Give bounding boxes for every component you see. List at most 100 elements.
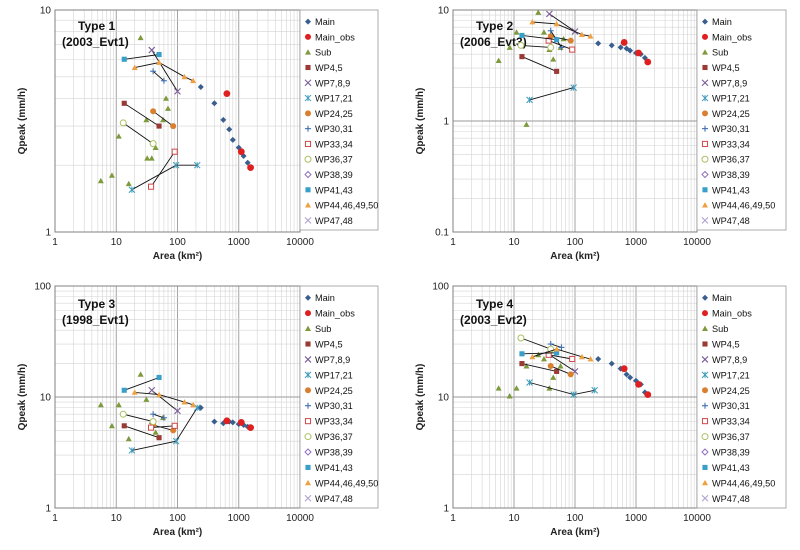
- data-point: [558, 344, 565, 351]
- data-point: [519, 351, 525, 357]
- series-line: [123, 102, 160, 127]
- data-point: [547, 43, 555, 51]
- chart-title: Type 4: [476, 297, 513, 311]
- legend-item: WP44,46,49,50: [305, 201, 378, 211]
- data-point: [523, 121, 530, 127]
- chart-subtitle: (2003_Evt2): [460, 313, 527, 327]
- series-line: [548, 40, 573, 51]
- legend-item: WP17,21: [304, 94, 353, 104]
- legend-label: Main: [315, 293, 335, 303]
- legend-marker: [305, 202, 311, 208]
- x-tick-label: 1: [52, 513, 58, 524]
- legend-label: WP38,39: [712, 170, 750, 180]
- x-tick-label: 10000: [286, 237, 314, 248]
- data-point: [540, 29, 547, 35]
- legend-marker: [304, 94, 312, 102]
- y-tick-label: 1: [45, 228, 51, 239]
- data-point: [156, 374, 162, 381]
- data-point: [523, 363, 530, 369]
- data-point: [554, 37, 560, 43]
- data-point: [223, 90, 231, 98]
- legend-item: WP33,34: [701, 417, 750, 427]
- legend-label: WP38,39: [712, 448, 750, 458]
- legend-marker: [702, 18, 708, 25]
- legend-label: Main_obs: [315, 309, 355, 319]
- legend-item: WP33,34: [304, 417, 353, 427]
- y-tick-label: 0.1: [435, 228, 449, 239]
- data-point: [121, 387, 127, 393]
- data-point: [570, 84, 577, 91]
- legend-item: Sub: [702, 324, 728, 334]
- legend-marker: [304, 79, 312, 87]
- legend-label: WP30,31: [712, 124, 750, 134]
- data-point: [160, 414, 167, 421]
- legend-marker: [702, 49, 708, 55]
- x-tick-label: 1000: [228, 513, 251, 524]
- legend-item: WP7,8,9: [304, 78, 350, 88]
- legend-marker: [701, 170, 709, 179]
- data-point: [152, 429, 159, 435]
- legend-marker: [702, 387, 708, 394]
- legend-marker: [702, 464, 708, 470]
- x-tick-label: 1: [450, 513, 456, 524]
- series-layer: [97, 34, 254, 194]
- legend-marker: [304, 494, 312, 502]
- data-point: [526, 379, 533, 386]
- data-point: [519, 361, 525, 367]
- panel-1: 1 10 100 1000 10000 1 10 Area (km²) Qpeak (mm/h)…: [17, 6, 379, 262]
- series-line: [521, 363, 557, 372]
- legend-item: WP24,25: [702, 386, 750, 396]
- data-point: [125, 435, 132, 442]
- legend-item: WP44,46,49,50: [702, 201, 775, 211]
- data-point: [131, 64, 138, 71]
- data-point: [554, 68, 560, 74]
- legend-item: WP17,21: [304, 370, 353, 380]
- legend-item: WP38,39: [304, 448, 353, 458]
- series-line: [151, 49, 178, 92]
- legend-label: WP24,25: [712, 109, 750, 119]
- chart-subtitle: (2006_Evt3): [460, 35, 527, 49]
- data-point: [119, 119, 127, 127]
- legend-label: WP24,25: [712, 386, 750, 396]
- series-line: [521, 352, 557, 355]
- x-axis-label: Area (km²): [550, 527, 599, 538]
- data-point: [623, 371, 630, 378]
- legend-item: WP7,8,9: [304, 355, 350, 365]
- data-point: [526, 96, 533, 104]
- data-point: [620, 39, 628, 46]
- data-point: [550, 374, 557, 380]
- legend-marker: [701, 356, 709, 363]
- data-point: [517, 41, 525, 49]
- legend-marker: [305, 341, 311, 347]
- data-point: [553, 20, 560, 27]
- x-tick-label: 10: [508, 237, 520, 248]
- data-point: [150, 108, 157, 115]
- data-point: [513, 29, 520, 35]
- series-line: [549, 354, 576, 372]
- data-point: [156, 391, 163, 398]
- legend-item: Main: [305, 293, 335, 303]
- data-point: [617, 44, 624, 51]
- series-line: [520, 337, 551, 350]
- legend-label: WP33,34: [712, 417, 750, 427]
- legend-label: WP47,48: [315, 216, 353, 226]
- series-line: [134, 391, 194, 406]
- legend-label: WP7,8,9: [315, 78, 350, 88]
- data-point: [513, 385, 520, 391]
- x-tick-label: 1: [52, 237, 58, 248]
- legend-marker: [304, 155, 312, 163]
- data-point: [156, 51, 162, 58]
- data-point: [163, 95, 170, 101]
- legend-label: WP30,31: [315, 401, 353, 411]
- legend-marker: [701, 155, 709, 163]
- y-tick-label: 1: [45, 504, 51, 515]
- legend: Main Main_obs Sub WP4,5 WP7,8,9 WP17,21 WP24,2…: [696, 9, 787, 231]
- data-point: [244, 159, 251, 166]
- data-point: [519, 54, 525, 60]
- data-point: [156, 59, 163, 65]
- series-line: [151, 425, 175, 429]
- legend-marker: [701, 79, 709, 87]
- legend-marker: [304, 356, 312, 363]
- legend-marker: [701, 433, 709, 441]
- legend-item: WP4,5: [305, 340, 343, 350]
